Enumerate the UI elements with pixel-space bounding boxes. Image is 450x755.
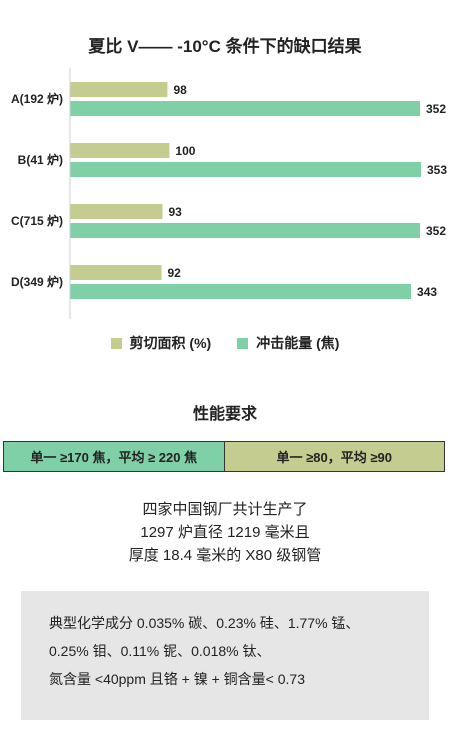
data-label-impact-energy-a: 352 (426, 102, 446, 116)
legend-swatch-shear-area (110, 337, 122, 349)
legend-swatch-impact-energy (237, 337, 249, 349)
production-line-3: 厚度 18.4 毫米的 X80 级钢管 (128, 547, 322, 564)
requirements-table: 单一 ≥170 焦，平均 ≥ 220 焦 单一 ≥80，平均 ≥90 (3, 441, 445, 472)
data-label-impact-energy-c: 352 (426, 224, 446, 238)
category-label-a: A(192 炉) (11, 91, 63, 106)
chemical-composition-box: 典型化学成分 0.035% 碳、0.23% 硅、1.77% 锰、 0.25% 钼… (21, 591, 429, 720)
bar-impact-energy-a (70, 101, 421, 116)
legend-label-shear-area: 剪切面积 (%) (129, 335, 212, 351)
category-label-b: B(41 炉) (18, 152, 63, 167)
bar-impact-energy-c (70, 223, 421, 238)
data-label-shear-area-a: 98 (173, 83, 187, 97)
bar-shear-area-a (70, 82, 168, 97)
legend-item-impact-energy: 冲击能量 (焦) (237, 333, 339, 353)
bar-shear-area-c (70, 204, 163, 219)
category-label-d: D(349 炉) (11, 274, 63, 289)
category-label-c: C(715 炉) (11, 213, 63, 228)
bar-shear-area-b (70, 143, 170, 158)
data-label-shear-area-c: 93 (168, 205, 182, 219)
data-label-impact-energy-d: 343 (417, 285, 437, 299)
legend-item-shear-area: 剪切面积 (%) (110, 333, 212, 353)
bar-impact-energy-d (70, 284, 412, 299)
production-summary: 四家中国钢厂共计生产了 1297 炉直径 1219 毫米且 厚度 18.4 毫米… (0, 498, 450, 567)
requirements-title: 性能要求 (192, 406, 257, 423)
composition-line-2: 0.25% 钼、0.11% 铌、0.018% 钛、 (49, 643, 271, 659)
requirement-shear-area: 单一 ≥80，平均 ≥90 (223, 442, 444, 471)
production-line-1: 四家中国钢厂共计生产了 (142, 501, 308, 518)
legend-label-impact-energy: 冲击能量 (焦) (256, 335, 340, 351)
bar-impact-energy-b (70, 162, 421, 177)
bar-shear-area-d (70, 265, 162, 280)
chart-legend: 剪切面积 (%) 冲击能量 (焦) (0, 333, 450, 353)
chart-title: 夏比 V—— -10°C 条件下的缺口结果 (88, 37, 362, 56)
data-label-shear-area-d: 92 (167, 266, 181, 280)
bar-chart: A(192 炉) 98 352 B(41 炉) 100 353 C(715 炉) 93 352 D… (11, 68, 447, 319)
data-label-shear-area-b: 100 (175, 144, 195, 158)
composition-line-1: 典型化学成分 0.035% 碳、0.23% 硅、1.77% 锰、 (49, 615, 360, 631)
requirement-impact-energy: 单一 ≥170 焦，平均 ≥ 220 焦 (4, 442, 224, 471)
data-label-impact-energy-b: 353 (427, 163, 447, 177)
production-line-2: 1297 炉直径 1219 毫米且 (140, 524, 310, 541)
composition-line-3: 氮含量 <40ppm 且铬 + 镍 + 铜含量< 0.73 (49, 671, 305, 687)
